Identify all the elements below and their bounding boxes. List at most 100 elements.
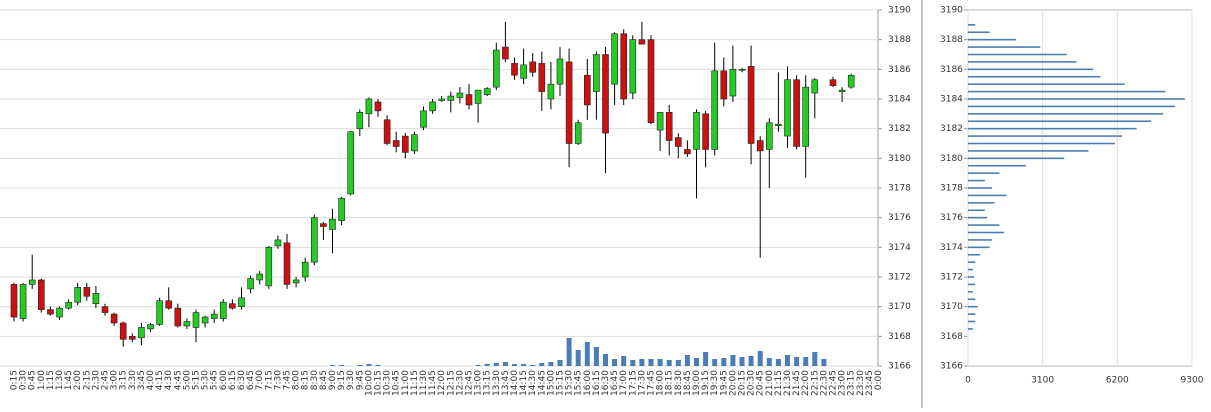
candle-body (174, 307, 182, 327)
x-tick-label: 9:45 (355, 370, 365, 390)
candle-body (47, 309, 54, 315)
profile-y-tick-label: 3174 (940, 243, 963, 253)
x-tick-label: 12:00 (437, 370, 447, 396)
y-tick-label: 3176 (888, 213, 911, 223)
candle-body (265, 247, 273, 287)
candle-body (292, 279, 300, 284)
volume-bar (539, 363, 545, 366)
candle-body (256, 273, 264, 281)
profile-y-tick-label: 3178 (940, 184, 963, 194)
x-tick-label: 2:45 (101, 370, 111, 390)
volume-bar (675, 360, 681, 366)
candle-body (310, 217, 318, 263)
x-tick-label: 20:15 (738, 370, 748, 396)
profile-y-tick-label: 3176 (940, 213, 963, 223)
profile-bar (968, 187, 993, 189)
candle-body (793, 79, 800, 147)
volume-bar (712, 359, 718, 366)
profile-bar (968, 209, 985, 212)
profile-bar (968, 253, 981, 256)
x-tick-label: 7:45 (283, 370, 293, 390)
x-tick-label: 21:45 (792, 370, 802, 396)
profile-bar (968, 105, 1176, 108)
volume-bar (748, 356, 754, 366)
x-tick-label: 5:45 (210, 370, 220, 390)
volume-bar (703, 352, 709, 366)
x-tick-label: 7:30 (273, 370, 283, 390)
candle-body (465, 94, 473, 106)
candle-body (383, 119, 391, 144)
profile-x-tick-label: 0 (965, 376, 971, 386)
x-tick-label: 19:15 (701, 370, 711, 396)
candle-body (147, 324, 154, 330)
candle-body (784, 79, 791, 137)
candle-body (829, 79, 837, 86)
candle-body (301, 261, 309, 278)
volume-bar (366, 364, 372, 366)
profile-y-tick-label: 3184 (940, 95, 963, 105)
x-tick-label: 19:00 (692, 370, 702, 396)
x-tick-label: 11:15 (410, 370, 420, 396)
profile-bar (968, 75, 1101, 78)
candle-body (647, 39, 655, 124)
x-tick-label: 2:00 (73, 370, 83, 390)
candle-body (420, 110, 427, 128)
candle-body (765, 122, 773, 150)
profile-bar (968, 276, 975, 278)
x-tick-label: 13:45 (501, 370, 511, 396)
x-tick-label: 19:30 (710, 370, 720, 396)
profile-bar (968, 216, 988, 219)
profile-y-tick-label: 3188 (940, 35, 963, 45)
y-tick-label: 3182 (888, 124, 911, 134)
x-tick-label: 16:00 (583, 370, 593, 396)
x-tick-label: 6:15 (228, 370, 238, 390)
profile-x-tick-label: 6200 (1106, 376, 1129, 386)
x-tick-label: 10:45 (392, 370, 402, 396)
y-tick-label: 3184 (888, 95, 911, 105)
profile-bar (968, 283, 976, 286)
profile-bar (968, 127, 1137, 130)
profile-bar (968, 313, 976, 315)
x-tick-label: 21:15 (774, 370, 784, 396)
profile-bar (968, 164, 1026, 167)
profile-bar (968, 246, 990, 249)
profile-bar (968, 202, 995, 204)
profile-y-tick-label: 3186 (940, 65, 963, 75)
x-tick-label: 8:45 (319, 370, 329, 390)
x-tick-label: 5:00 (182, 370, 192, 390)
x-tick-label: 12:30 (455, 370, 465, 396)
profile-bar (968, 142, 1115, 145)
x-tick-label: 19:45 (719, 370, 729, 396)
profile-y-tick-label: 3172 (940, 273, 963, 283)
volume-bar (785, 355, 790, 366)
candle-body (556, 58, 564, 85)
x-tick-label: 7:00 (255, 370, 265, 390)
x-tick-label: 17:45 (647, 370, 657, 396)
volume-bar (330, 365, 335, 366)
profile-bar (968, 61, 1077, 63)
volume-bar (766, 358, 772, 366)
candle-body (210, 313, 218, 319)
candle-body (192, 312, 200, 328)
profile-y-tick-label: 3190 (940, 6, 963, 16)
x-tick-label: 3:15 (119, 370, 129, 390)
x-tick-label: 14:30 (528, 370, 538, 396)
candle-body (811, 79, 819, 94)
profile-bar (968, 135, 1123, 137)
y-tick-label: 3178 (888, 184, 911, 194)
x-tick-label: 5:30 (201, 370, 211, 390)
x-tick-label: 10:00 (364, 370, 374, 396)
y-tick-label: 3190 (888, 6, 911, 16)
x-tick-label: 20:30 (747, 370, 757, 396)
x-tick-label: 10:30 (383, 370, 393, 396)
x-tick-label: 1:00 (37, 370, 47, 390)
y-tick-label: 3174 (888, 243, 911, 253)
candle-body (474, 89, 482, 104)
candle-body (720, 70, 728, 100)
profile-bar (968, 113, 1164, 115)
candle-body (684, 149, 691, 155)
x-tick-label: 9:15 (337, 370, 347, 390)
candle-body (247, 278, 254, 290)
candle-body (119, 322, 127, 340)
volume-bar (603, 354, 608, 366)
